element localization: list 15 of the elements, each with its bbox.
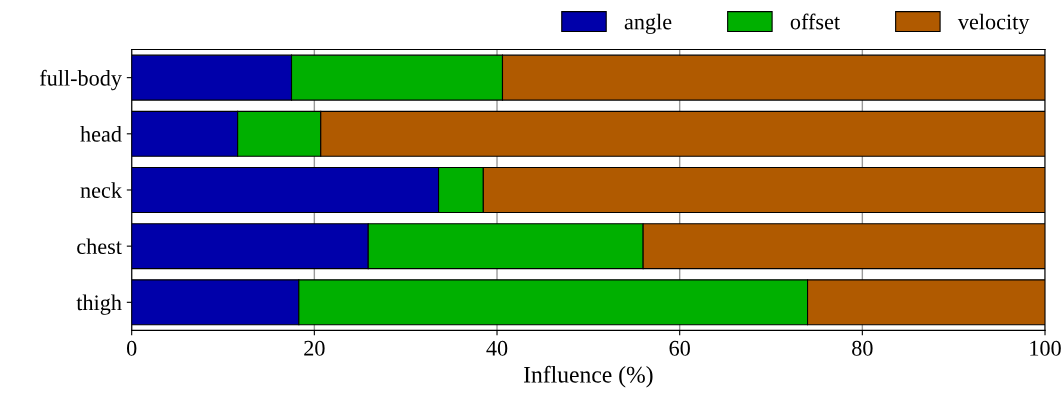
x-tick-label: 40 [486, 340, 508, 356]
legend-label: offset [790, 13, 840, 30]
x-axis-title: Influence (%) [523, 365, 653, 388]
y-tick-label: chest [77, 238, 122, 255]
x-tick-label: 80 [852, 340, 873, 356]
legend-label: angle [624, 13, 672, 34]
x-tick-label: 20 [304, 340, 325, 356]
y-tick-label: neck [80, 182, 122, 198]
x-tick-label: 100 [1030, 340, 1061, 356]
x-tick-label: 0 [126, 340, 137, 356]
y-tick-label: thigh [76, 294, 122, 315]
x-tick-label: 60 [669, 340, 690, 356]
y-tick-label: full-body [39, 69, 122, 91]
legend-label: velocity [957, 13, 1030, 34]
y-tick-label: head [80, 126, 122, 142]
